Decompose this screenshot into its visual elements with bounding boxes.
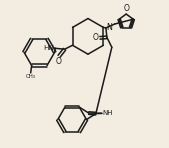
Text: O: O	[123, 4, 129, 13]
Text: O: O	[93, 33, 99, 42]
Text: NH: NH	[102, 110, 113, 116]
Text: HN: HN	[43, 45, 54, 51]
Text: O: O	[56, 57, 62, 66]
Text: CH₃: CH₃	[26, 74, 36, 79]
Text: N: N	[106, 23, 112, 32]
